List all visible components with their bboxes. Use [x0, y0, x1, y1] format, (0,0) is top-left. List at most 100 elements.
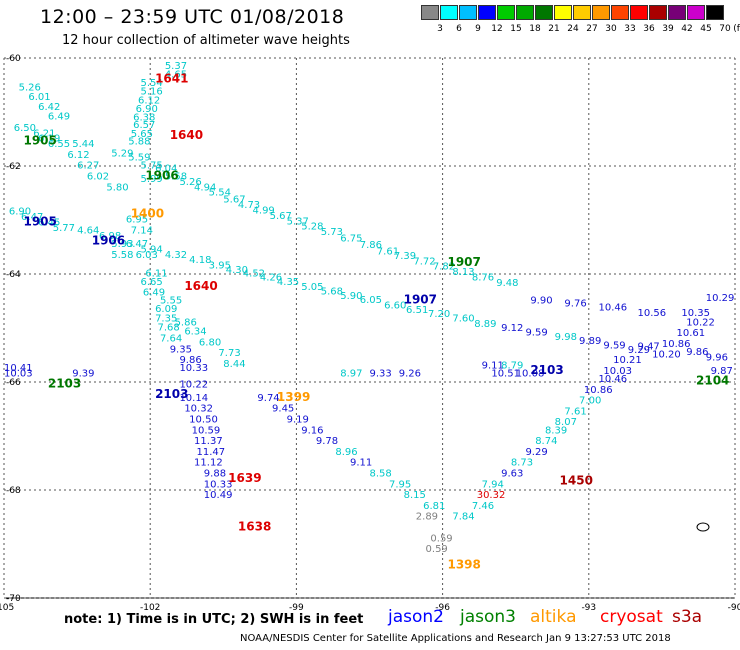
wave-height-value: 5.67	[223, 195, 245, 206]
wave-height-value: 4.18	[189, 255, 211, 266]
wave-height-value: 6.45	[38, 217, 60, 228]
wave-height-value: 7.94	[482, 479, 504, 490]
pass-number-label: 1400	[131, 206, 164, 220]
legend-label: 3	[437, 24, 443, 34]
wave-height-value: 10.56	[638, 308, 667, 319]
legend-swatch	[649, 5, 667, 20]
wave-height-value: 6.47	[126, 239, 148, 250]
wave-height-value: 7.00	[579, 396, 601, 407]
wave-height-value: 9.76	[564, 298, 586, 309]
wave-height-value: 5.58	[165, 172, 187, 183]
wave-height-value: 10.08	[516, 369, 545, 380]
pass-number-label: 1907	[404, 293, 437, 307]
wave-height-value: 9.86	[179, 355, 201, 366]
wave-height-value: 7.95	[389, 479, 411, 490]
legend-label: 39	[662, 24, 674, 34]
wave-height-value: 2.89	[416, 512, 438, 523]
wave-height-value: 5.86	[175, 317, 197, 328]
wave-height-value: 6.42	[38, 102, 60, 113]
wave-height-value: 11.47	[196, 447, 225, 458]
wave-height-value: 8.96	[335, 447, 357, 458]
wave-height-value: 10.51	[491, 369, 520, 380]
pass-number-label: 1640	[184, 279, 217, 293]
pass-number-label: 1638	[238, 520, 271, 534]
wave-height-value: 5.67	[270, 211, 292, 222]
latitude-tick-label: -60	[6, 54, 21, 64]
legend-label: 6	[456, 24, 462, 34]
pass-number-label: 1450	[560, 474, 593, 488]
wave-height-value: 7.73	[218, 348, 240, 359]
pass-number-label: 2103	[530, 363, 563, 377]
wave-height-value: 6.47	[21, 212, 43, 223]
wave-height-value: 9.98	[555, 332, 577, 343]
wave-height-value: 6.95	[126, 215, 148, 226]
credit-line: NOAA/NESDIS Center for Satellite Applica…	[240, 633, 671, 644]
wave-height-value: 6.05	[360, 295, 382, 306]
legend-label: 36	[643, 24, 655, 34]
wave-height-value: 5.75	[140, 161, 162, 172]
longitude-tick-label: -90	[728, 603, 740, 613]
legend-unit: (ft)	[733, 24, 740, 34]
wave-height-value: 6.50	[14, 123, 36, 134]
wave-height-value: 9.19	[287, 415, 309, 426]
wave-height-value: 7.46	[472, 501, 494, 512]
latitude-tick-label: -64	[6, 270, 21, 280]
page-title: 12:00 – 23:59 UTC 01/08/2018	[40, 6, 345, 28]
wave-height-value: 6.19	[38, 134, 60, 145]
legend-jason2: jason2	[388, 607, 444, 627]
legend-swatch	[535, 5, 553, 20]
wave-height-value: 8.44	[223, 359, 245, 370]
wave-height-value: 5.16	[140, 87, 162, 98]
longitude-tick-label: -96	[435, 603, 450, 613]
wave-height-value: 10.61	[677, 328, 706, 339]
wave-height-value: 11.12	[194, 458, 223, 469]
wave-height-value: 5.65	[131, 129, 153, 140]
legend-swatch	[630, 5, 648, 20]
wave-height-value: 10.86	[584, 385, 613, 396]
latitude-tick-label: -68	[6, 486, 21, 496]
wave-height-value: 5.94	[140, 244, 162, 255]
wave-height-value: 10.22	[179, 379, 208, 390]
wave-height-value: 9.35	[170, 344, 192, 355]
wave-height-value: 10.86	[662, 339, 691, 350]
legend-label: 42	[681, 24, 693, 34]
wave-height-value: 6.51	[406, 305, 428, 316]
wave-height-value: 9.59	[603, 341, 625, 352]
wave-height-value: 8.13	[452, 267, 474, 278]
wave-height-value: 9.59	[525, 328, 547, 339]
wave-height-value: 6.49	[48, 112, 70, 123]
wave-height-value: 8.15	[404, 490, 426, 501]
legend-label: 33	[624, 24, 636, 34]
wave-height-value: 10.20	[652, 350, 681, 361]
wave-height-value: 7.68	[158, 323, 180, 334]
wave-height-value: 8.39	[545, 425, 567, 436]
wave-height-value: 9.87	[711, 366, 733, 377]
wave-height-value: 6.12	[138, 95, 160, 106]
legend-label: 45	[700, 24, 712, 34]
pass-number-label: 1639	[228, 471, 261, 485]
wave-height-value: 9.26	[399, 369, 421, 380]
legend-label: 21	[548, 24, 560, 34]
wave-height-value: 6.34	[184, 326, 206, 337]
wave-height-value: 11.37	[194, 436, 223, 447]
latitude-tick-label: -66	[6, 378, 21, 388]
longitude-tick-label: -102	[140, 603, 160, 613]
wave-height-value: 9.90	[530, 296, 552, 307]
wave-height-value: 6.12	[67, 150, 89, 161]
wave-height-value: 0.59	[426, 544, 448, 555]
pass-number-label: 1905	[23, 214, 56, 228]
legend-label: 9	[475, 24, 481, 34]
wave-height-value: 0.59	[430, 533, 452, 544]
legend-label: 70	[719, 24, 731, 34]
island-outline	[696, 522, 710, 532]
wave-height-value: 6.60	[384, 301, 406, 312]
wave-height-value: 10.14	[179, 393, 208, 404]
wave-height-value: 9.88	[204, 469, 226, 480]
legend-cryosat: cryosat	[600, 607, 663, 627]
legend-swatch	[497, 5, 515, 20]
wave-height-value: 5.77	[53, 223, 75, 234]
wave-height-value: 9.29	[628, 345, 650, 356]
wave-height-value: 6.90	[136, 104, 158, 115]
latitude-tick-label: -62	[6, 162, 21, 172]
wave-height-value: 4.35	[277, 277, 299, 288]
